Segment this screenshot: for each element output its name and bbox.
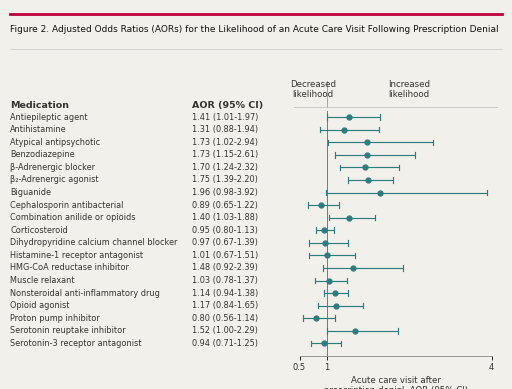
Text: β-Adrenergic blocker: β-Adrenergic blocker: [10, 163, 95, 172]
Text: Corticosteroid: Corticosteroid: [10, 226, 68, 235]
Text: Decreased
likelihood: Decreased likelihood: [290, 80, 336, 99]
Text: Dihydropyridine calcium channel blocker: Dihydropyridine calcium channel blocker: [10, 238, 178, 247]
Text: Serotonin reuptake inhibitor: Serotonin reuptake inhibitor: [10, 326, 126, 335]
X-axis label: Acute care visit after
prescription denial, AOR (95% CI): Acute care visit after prescription deni…: [324, 376, 467, 389]
Text: 1.70 (1.24-2.32): 1.70 (1.24-2.32): [193, 163, 259, 172]
Text: 1.31 (0.88-1.94): 1.31 (0.88-1.94): [193, 125, 259, 134]
Text: Antihistamine: Antihistamine: [10, 125, 67, 134]
Text: 1.48 (0.92-2.39): 1.48 (0.92-2.39): [193, 263, 259, 272]
Text: Antiepileptic agent: Antiepileptic agent: [10, 113, 88, 122]
Text: HMG-CoA reductase inhibitor: HMG-CoA reductase inhibitor: [10, 263, 129, 272]
Text: 0.89 (0.65-1.22): 0.89 (0.65-1.22): [193, 201, 259, 210]
Text: 1.75 (1.39-2.20): 1.75 (1.39-2.20): [193, 175, 259, 184]
Text: 1.41 (1.01-1.97): 1.41 (1.01-1.97): [193, 113, 259, 122]
Text: 0.80 (0.56-1.14): 0.80 (0.56-1.14): [193, 314, 259, 323]
Text: 0.97 (0.67-1.39): 0.97 (0.67-1.39): [193, 238, 259, 247]
Text: 1.96 (0.98-3.92): 1.96 (0.98-3.92): [193, 188, 259, 197]
Text: Medication: Medication: [10, 101, 69, 110]
Text: Benzodiazepine: Benzodiazepine: [10, 151, 75, 159]
Text: Opioid agonist: Opioid agonist: [10, 301, 70, 310]
Text: Proton pump inhibitor: Proton pump inhibitor: [10, 314, 100, 323]
Text: 1.52 (1.00-2.29): 1.52 (1.00-2.29): [193, 326, 259, 335]
Text: 1.73 (1.15-2.61): 1.73 (1.15-2.61): [193, 151, 259, 159]
Text: 1.01 (0.67-1.51): 1.01 (0.67-1.51): [193, 251, 259, 260]
Text: 1.17 (0.84-1.65): 1.17 (0.84-1.65): [193, 301, 259, 310]
Text: 1.40 (1.03-1.88): 1.40 (1.03-1.88): [193, 213, 259, 222]
Text: AOR (95% CI): AOR (95% CI): [193, 101, 264, 110]
Text: 1.73 (1.02-2.94): 1.73 (1.02-2.94): [193, 138, 259, 147]
Text: 1.03 (0.78-1.37): 1.03 (0.78-1.37): [193, 276, 259, 285]
Text: Increased
likelihood: Increased likelihood: [388, 80, 430, 99]
Text: Nonsteroidal anti-inflammatory drug: Nonsteroidal anti-inflammatory drug: [10, 289, 160, 298]
Text: Figure 2. Adjusted Odds Ratios (AORs) for the Likelihood of an Acute Care Visit : Figure 2. Adjusted Odds Ratios (AORs) fo…: [10, 25, 499, 34]
Text: Biguanide: Biguanide: [10, 188, 51, 197]
Text: Serotonin-3 receptor antagonist: Serotonin-3 receptor antagonist: [10, 339, 142, 348]
Text: Atypical antipsychotic: Atypical antipsychotic: [10, 138, 100, 147]
Text: Combination anilide or opioids: Combination anilide or opioids: [10, 213, 136, 222]
Text: 1.14 (0.94-1.38): 1.14 (0.94-1.38): [193, 289, 259, 298]
Text: Cephalosporin antibacterial: Cephalosporin antibacterial: [10, 201, 123, 210]
Text: β₂-Adrenergic agonist: β₂-Adrenergic agonist: [10, 175, 99, 184]
Text: Histamine-1 receptor antagonist: Histamine-1 receptor antagonist: [10, 251, 143, 260]
Text: 0.94 (0.71-1.25): 0.94 (0.71-1.25): [193, 339, 259, 348]
Text: Muscle relaxant: Muscle relaxant: [10, 276, 75, 285]
Text: 0.95 (0.80-1.13): 0.95 (0.80-1.13): [193, 226, 259, 235]
